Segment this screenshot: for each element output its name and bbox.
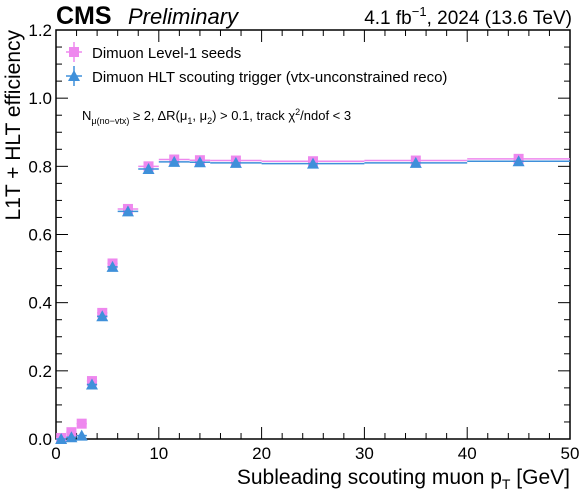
y-tick-label: 0.8 xyxy=(28,157,52,176)
y-tick-label: 0.0 xyxy=(28,430,52,449)
x-axis-label: Subleading scouting muon pT [GeV] xyxy=(237,466,570,491)
triangle-marker xyxy=(307,157,319,169)
triangle-marker xyxy=(193,156,206,168)
legend-marker-hlt xyxy=(66,66,82,86)
data-point xyxy=(55,433,68,444)
triangle-marker xyxy=(55,433,68,444)
data-point xyxy=(96,310,109,322)
triangle-marker xyxy=(85,378,98,390)
triangle-marker xyxy=(229,156,242,168)
legend: Dimuon Level-1 seeds Dimuon HLT scouting… xyxy=(66,42,447,86)
x-tick-label: 0 xyxy=(51,444,60,463)
data-point xyxy=(75,429,88,441)
y-tick-labels: 0.0 0.2 0.4 0.6 0.8 1.0 1.2 xyxy=(28,21,52,449)
data-point xyxy=(138,163,159,175)
series-layer xyxy=(55,153,570,444)
triangle-marker xyxy=(96,310,109,322)
data-point xyxy=(106,260,119,272)
triangle-marker xyxy=(65,431,78,443)
y-tick-label: 0.4 xyxy=(28,294,52,313)
y-tick-label: 0.2 xyxy=(28,362,52,381)
y-tick-label: 1.0 xyxy=(28,89,52,108)
x-tick-label: 10 xyxy=(149,444,168,463)
y-tick-label: 1.2 xyxy=(28,21,52,40)
data-point xyxy=(76,418,87,429)
selection-annotation: Nμ(no−vtx) ≥ 2, ΔR(μ1, μ2) > 0.1, track … xyxy=(82,107,351,126)
series-hlt-scouting xyxy=(55,155,570,444)
legend-marker-l1 xyxy=(66,42,82,62)
triangle-marker xyxy=(75,429,88,441)
plot-frame xyxy=(55,29,571,440)
data-point xyxy=(117,205,139,217)
triangle-marker xyxy=(142,163,155,175)
legend-label-l1: Dimuon Level-1 seeds xyxy=(92,45,241,62)
triangle-marker xyxy=(512,155,525,167)
x-tick-label: 40 xyxy=(458,444,477,463)
series-l1-seeds xyxy=(56,153,570,443)
triangle-marker xyxy=(168,155,181,167)
lumi-label: 4.1 fb−1, 2024 (13.6 TeV) xyxy=(364,4,572,29)
cms-label: CMS xyxy=(56,2,112,30)
data-point xyxy=(261,157,365,169)
square-marker xyxy=(76,418,87,429)
data-point xyxy=(364,156,468,168)
y-tick-label: 0.6 xyxy=(28,226,52,245)
data-point xyxy=(189,156,211,168)
x-tick-labels: 0 10 20 30 40 50 xyxy=(51,444,579,463)
x-tick-label: 20 xyxy=(252,444,271,463)
data-point xyxy=(158,155,190,167)
axis-ticks xyxy=(55,29,571,440)
data-point xyxy=(467,155,570,167)
triangle-marker xyxy=(106,260,119,272)
x-tick-label: 50 xyxy=(561,444,580,463)
y-axis-label: L1T + HLT efficiency xyxy=(2,30,25,221)
data-point xyxy=(210,156,262,168)
x-tick-label: 30 xyxy=(355,444,374,463)
data-point xyxy=(85,378,98,390)
preliminary-label: Preliminary xyxy=(128,4,240,29)
legend-label-hlt: Dimuon HLT scouting trigger (vtx-unconst… xyxy=(92,69,447,86)
data-point xyxy=(65,431,78,443)
triangle-marker xyxy=(121,205,134,217)
triangle-marker xyxy=(409,156,422,168)
